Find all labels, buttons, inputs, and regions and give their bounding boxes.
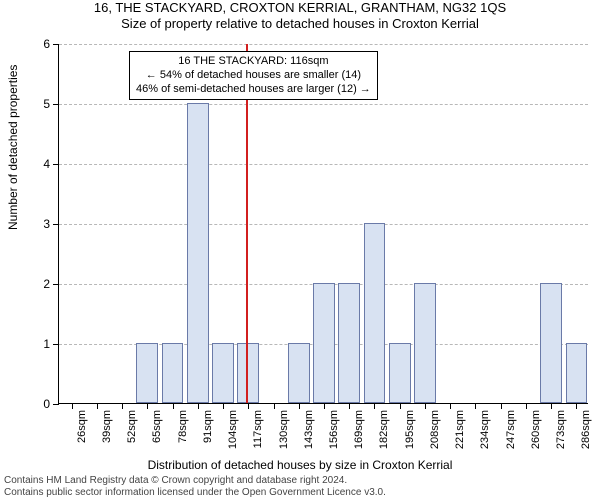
- histogram-bar: [187, 103, 209, 403]
- x-tick: [223, 403, 224, 409]
- x-tick-label: 130sqm: [278, 410, 290, 454]
- y-tick-label: 5: [43, 97, 50, 111]
- histogram-bar: [389, 343, 411, 403]
- y-tick-label: 4: [43, 157, 50, 171]
- y-tick-label: 2: [43, 277, 50, 291]
- x-tick: [97, 403, 98, 409]
- x-tick: [475, 403, 476, 409]
- footer-line: Contains HM Land Registry data © Crown c…: [4, 475, 596, 487]
- x-tick: [122, 403, 123, 409]
- y-tick: [53, 104, 59, 105]
- attribution-footer: Contains HM Land Registry data © Crown c…: [0, 473, 600, 500]
- plot-container: 26sqm39sqm52sqm65sqm78sqm91sqm104sqm117s…: [58, 44, 588, 440]
- x-tick: [450, 403, 451, 409]
- x-tick: [248, 403, 249, 409]
- histogram-bar: [136, 343, 158, 403]
- histogram-bar: [288, 343, 310, 403]
- footer-line: Contains public sector information licen…: [4, 487, 596, 499]
- x-tick-label: 78sqm: [177, 410, 189, 454]
- x-tick: [551, 403, 552, 409]
- y-tick-label: 1: [43, 337, 50, 351]
- x-tick: [526, 403, 527, 409]
- x-tick: [425, 403, 426, 409]
- x-tick: [147, 403, 148, 409]
- reference-info-box: 16 THE STACKYARD: 116sqm← 54% of detache…: [129, 51, 378, 100]
- info-box-line: ← 54% of detached houses are smaller (14…: [136, 69, 371, 83]
- chart-title: 16, THE STACKYARD, CROXTON KERRIAL, GRAN…: [0, 0, 600, 15]
- histogram-bar: [540, 283, 562, 403]
- y-tick: [53, 344, 59, 345]
- x-tick-label: 26sqm: [76, 410, 88, 454]
- x-tick-label: 208sqm: [429, 410, 441, 454]
- x-tick: [72, 403, 73, 409]
- histogram-bar: [338, 283, 360, 403]
- x-tick-label: 143sqm: [303, 410, 315, 454]
- grid-line: [59, 164, 588, 165]
- x-tick: [324, 403, 325, 409]
- x-axis-label: Distribution of detached houses by size …: [0, 458, 600, 472]
- y-tick: [53, 44, 59, 45]
- grid-line: [59, 104, 588, 105]
- y-tick-label: 6: [43, 37, 50, 51]
- x-tick-label: 247sqm: [505, 410, 517, 454]
- y-tick-label: 3: [43, 217, 50, 231]
- x-tick-label: 117sqm: [252, 410, 264, 454]
- histogram-bar: [566, 343, 588, 403]
- x-tick: [274, 403, 275, 409]
- grid-line: [59, 224, 588, 225]
- y-tick: [53, 164, 59, 165]
- info-box-line: 46% of semi-detached houses are larger (…: [136, 83, 371, 97]
- x-tick-label: 260sqm: [530, 410, 542, 454]
- x-tick-label: 195sqm: [404, 410, 416, 454]
- x-tick: [349, 403, 350, 409]
- x-tick: [576, 403, 577, 409]
- histogram-bar: [313, 283, 335, 403]
- x-tick: [374, 403, 375, 409]
- x-tick-label: 221sqm: [454, 410, 466, 454]
- y-tick: [53, 224, 59, 225]
- x-tick: [501, 403, 502, 409]
- x-tick: [299, 403, 300, 409]
- y-tick-label: 0: [43, 397, 50, 411]
- x-tick-label: 286sqm: [580, 410, 592, 454]
- histogram-bar: [364, 223, 386, 403]
- x-tick-label: 234sqm: [479, 410, 491, 454]
- y-axis-label: Number of detached properties: [6, 65, 20, 230]
- x-tick-label: 65sqm: [151, 410, 163, 454]
- x-tick-label: 182sqm: [378, 410, 390, 454]
- x-tick-label: 39sqm: [101, 410, 113, 454]
- grid-line: [59, 44, 588, 45]
- chart-subtitle: Size of property relative to detached ho…: [0, 16, 600, 31]
- x-tick: [400, 403, 401, 409]
- x-tick-label: 273sqm: [555, 410, 567, 454]
- x-tick-label: 52sqm: [126, 410, 138, 454]
- x-tick-label: 91sqm: [202, 410, 214, 454]
- plot-area: 26sqm39sqm52sqm65sqm78sqm91sqm104sqm117s…: [58, 44, 588, 404]
- histogram-bar: [414, 283, 436, 403]
- info-box-line: 16 THE STACKYARD: 116sqm: [136, 55, 371, 69]
- x-tick-label: 104sqm: [227, 410, 239, 454]
- x-tick: [173, 403, 174, 409]
- x-tick-label: 156sqm: [328, 410, 340, 454]
- y-tick: [53, 404, 59, 405]
- histogram-bar: [162, 343, 184, 403]
- x-tick: [198, 403, 199, 409]
- histogram-bar: [212, 343, 234, 403]
- y-tick: [53, 284, 59, 285]
- x-tick-label: 169sqm: [353, 410, 365, 454]
